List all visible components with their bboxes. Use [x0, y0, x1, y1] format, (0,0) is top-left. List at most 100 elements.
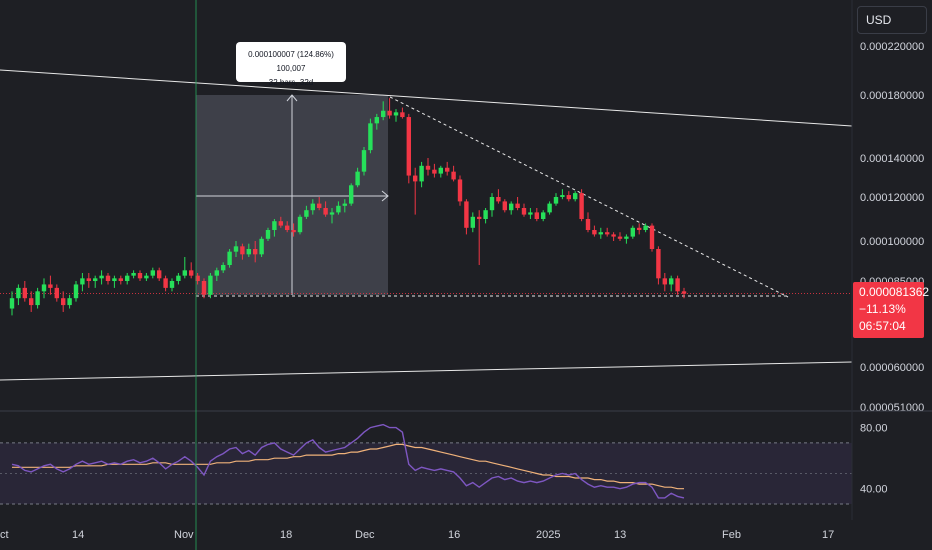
candle-body	[112, 278, 117, 281]
candle-body	[125, 275, 130, 281]
last-price-countdown: 06:57:04	[859, 319, 906, 333]
candle-body	[150, 270, 155, 276]
candle-body	[80, 278, 85, 285]
candle-body	[201, 281, 207, 295]
candle-body	[336, 205, 341, 213]
candle-body	[579, 193, 584, 219]
candle-body	[496, 197, 501, 202]
candle-body	[246, 249, 251, 255]
candle-body	[304, 210, 309, 217]
candle-body	[393, 112, 399, 116]
candle-body	[438, 167, 443, 174]
candle-body	[323, 208, 328, 215]
candle-body	[681, 291, 687, 294]
candle-body	[144, 275, 149, 279]
candle-body	[221, 265, 226, 271]
candle-body	[387, 110, 392, 116]
last-price-badge: 0.000081362 −11.13% 06:57:04	[853, 282, 929, 338]
candle-body	[361, 150, 367, 172]
rsi-pane: 80.00 40.00	[0, 423, 888, 505]
measure-arrow-up	[286, 94, 298, 102]
candle-body	[489, 197, 495, 211]
candle-body	[515, 203, 520, 208]
price-tick-label: 0.000140000	[860, 153, 924, 165]
candle-body	[157, 270, 162, 279]
measure-tooltip: 0.000100007 (124.86%) 100,007 32 bars, 3…	[236, 42, 346, 87]
candle-body	[189, 270, 194, 276]
candle-body	[99, 275, 104, 279]
candle-body	[54, 287, 59, 299]
candle-body	[624, 236, 629, 239]
candle-body	[253, 249, 258, 255]
candle-body	[547, 203, 552, 213]
candle-body	[528, 212, 533, 215]
candle-body	[22, 287, 27, 299]
rsi-ma-line	[12, 443, 684, 490]
candle-body	[118, 278, 123, 281]
candle-body	[464, 201, 469, 228]
candle-body	[131, 273, 136, 276]
candle-body	[41, 284, 47, 292]
candle-body	[560, 195, 565, 197]
candle-body	[176, 275, 181, 281]
candle-body	[521, 208, 527, 215]
candle-body	[329, 212, 335, 215]
time-tick-label: 18	[280, 529, 292, 541]
candle-body	[291, 230, 296, 233]
rsi-tick-label: 80.00	[860, 423, 888, 435]
candle-body	[105, 275, 111, 281]
candle-body	[534, 212, 539, 219]
price-pane	[0, 69, 853, 381]
time-tick-label: Nov	[174, 529, 194, 541]
candle-body	[285, 225, 290, 230]
candle-body	[355, 171, 360, 186]
time-tick-label: Feb	[722, 529, 741, 541]
candle-body	[662, 278, 667, 285]
candle-body	[61, 298, 66, 306]
upper-trend-line	[0, 69, 853, 127]
candle-body	[278, 221, 283, 226]
time-tick-label: Dec	[355, 529, 375, 541]
time-tick-label: 13	[614, 529, 626, 541]
candle-body	[649, 225, 655, 249]
candle-body	[208, 275, 213, 295]
time-axis: ct 14 Nov 18 Dec 16 2025 13 Feb 17	[0, 529, 834, 541]
candle-body	[611, 234, 616, 237]
candle-body	[637, 227, 642, 230]
candle-body	[349, 185, 354, 204]
candle-body	[605, 232, 610, 235]
candle-body	[669, 278, 674, 285]
candle-body	[477, 216, 482, 219]
currency-button[interactable]: USD	[857, 6, 927, 34]
time-tick-label: ct	[0, 529, 9, 541]
candle-body	[470, 216, 475, 228]
candle-body	[169, 281, 175, 288]
measure-tooltip-change: 0.000100007 (124.86%) 100,007	[248, 50, 334, 73]
candle-body	[86, 278, 91, 281]
price-tick-label: 0.000100000	[860, 236, 924, 248]
candle-body	[406, 117, 411, 176]
candle-body	[617, 236, 623, 239]
time-tick-label: 14	[72, 529, 84, 541]
candle-body	[483, 210, 488, 219]
candle-body	[240, 246, 245, 255]
candle-body	[67, 298, 72, 306]
candle-body	[553, 197, 559, 204]
candle-body	[592, 230, 597, 235]
candle-body	[368, 123, 373, 151]
candle-body	[272, 221, 277, 230]
lower-trend-line	[0, 361, 853, 381]
price-tick-label: 0.000120000	[860, 192, 924, 204]
candle-body	[163, 278, 168, 288]
candle-body	[297, 216, 303, 233]
candle-body	[445, 167, 450, 172]
candle-body	[195, 275, 200, 281]
candle-body	[502, 201, 507, 211]
candle-body	[585, 219, 591, 230]
candle-body	[73, 284, 79, 299]
candle-body	[214, 270, 219, 276]
time-tick-label: 2025	[536, 529, 560, 541]
candle-body	[630, 227, 635, 237]
last-price-change: −11.13%	[859, 302, 906, 316]
